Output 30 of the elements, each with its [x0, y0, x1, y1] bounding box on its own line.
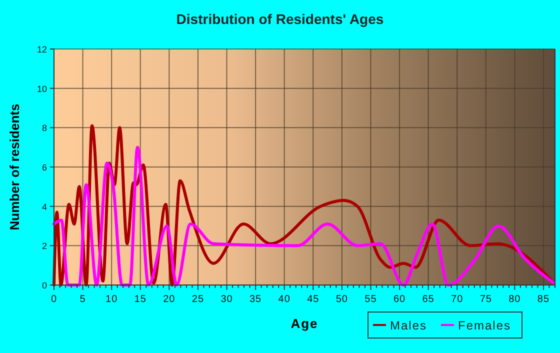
x-tick-label: 60 [393, 294, 406, 305]
x-tick-label: 45 [307, 294, 320, 305]
y-tick-label: 6 [42, 162, 47, 172]
y-tick-label: 12 [36, 44, 47, 54]
x-tick-label: 5 [80, 294, 86, 305]
x-axis-title: Age [290, 316, 318, 331]
y-tick-label: 10 [36, 84, 47, 94]
x-tick-label: 15 [134, 294, 146, 305]
x-tick-label: 80 [508, 294, 521, 305]
x-tick-label: 30 [220, 294, 233, 305]
y-tick-label: 4 [42, 202, 47, 212]
legend-label: Females [458, 318, 512, 332]
x-tick-label: 20 [163, 294, 176, 305]
x-tick-label: 10 [106, 294, 118, 305]
chart-title: Distribution of Residents' Ages [176, 11, 384, 27]
y-tick-label: 2 [42, 241, 47, 252]
x-tick-label: 85 [537, 294, 550, 305]
x-tick-label: 55 [364, 294, 377, 305]
x-tick-label: 70 [451, 294, 464, 305]
y-tick-label: 0 [42, 280, 47, 290]
x-tick-label: 40 [278, 294, 290, 305]
x-tick-label: 0 [50, 294, 58, 305]
legend-label: Males [390, 318, 428, 332]
y-axis-title: Number of residents [7, 104, 22, 230]
x-tick-label: 75 [480, 294, 492, 305]
x-tick-label: 25 [192, 294, 204, 305]
y-tick-label: 8 [42, 123, 47, 134]
x-tick-label: 65 [422, 294, 434, 305]
x-tick-label: 35 [249, 294, 262, 305]
x-tick-label: 50 [336, 294, 348, 305]
